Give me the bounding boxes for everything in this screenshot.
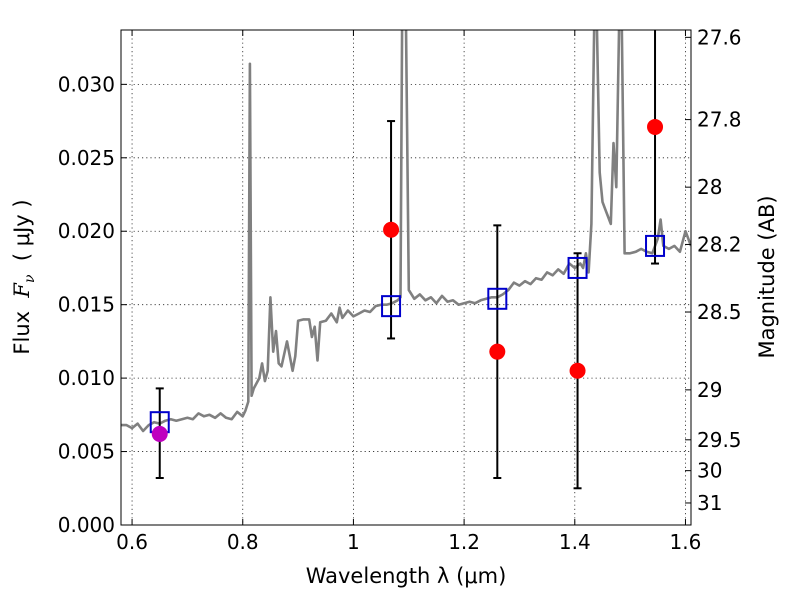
y2-tick-label: 27.8 xyxy=(697,108,742,132)
spectrum-line xyxy=(121,30,691,433)
flux-point xyxy=(569,362,586,379)
model-photometry-square xyxy=(567,256,588,279)
x-tick-label: 1.4 xyxy=(559,530,591,554)
tick-marks xyxy=(121,30,691,526)
y2-tick-label: 30 xyxy=(697,459,722,483)
x-tick-label: 0.8 xyxy=(227,530,259,554)
model-photometry-square xyxy=(487,287,508,310)
y-tick-label: 0.030 xyxy=(58,72,115,96)
flux-point xyxy=(647,118,664,135)
x-tick-label: 1 xyxy=(347,530,360,554)
y-tick-label: 0.015 xyxy=(58,293,115,317)
y2-axis-label: Magnitude (AB) xyxy=(755,195,779,358)
model-photometry-square xyxy=(645,234,666,257)
model-photometry-square xyxy=(381,295,402,318)
y-axis-label-symbol: F xyxy=(10,282,34,299)
y-axis-label: Flux Fν ( μJy ) xyxy=(10,199,38,354)
y2-tick-label: 31 xyxy=(697,491,722,515)
x-tick-label: 0.6 xyxy=(116,530,148,554)
data-layer xyxy=(121,30,691,490)
plot-frame xyxy=(120,29,692,526)
y2-tick-label: 29.5 xyxy=(697,428,742,452)
x-axis-label: Wavelength λ (μm) xyxy=(306,564,507,588)
x-tick-label: 1.2 xyxy=(448,530,480,554)
y2-tick-label: 29 xyxy=(697,378,722,402)
y2-tick-label: 28.2 xyxy=(697,232,742,256)
y2-tick-label: 27.6 xyxy=(697,25,742,49)
y-tick-label: 0.020 xyxy=(58,219,115,243)
grid-lines xyxy=(121,30,691,525)
y-tick-label: 0.005 xyxy=(58,440,115,464)
y2-tick-label: 28 xyxy=(697,175,722,199)
flux-point xyxy=(383,221,400,238)
flux-point xyxy=(489,343,506,360)
y-tick-label: 0.000 xyxy=(58,513,115,537)
x-tick-label: 1.6 xyxy=(670,530,702,554)
tick-labels: 0.6 0.8 1 1.2 1.4 1.6 0.000 0.005 0.010 0.015 0.02… xyxy=(58,25,742,554)
y2-tick-label: 28.5 xyxy=(697,300,742,324)
flux-point xyxy=(151,425,168,442)
y-tick-label: 0.010 xyxy=(58,366,115,390)
y-tick-label: 0.025 xyxy=(58,146,115,170)
y-axis-label-subscript: ν xyxy=(22,274,38,283)
